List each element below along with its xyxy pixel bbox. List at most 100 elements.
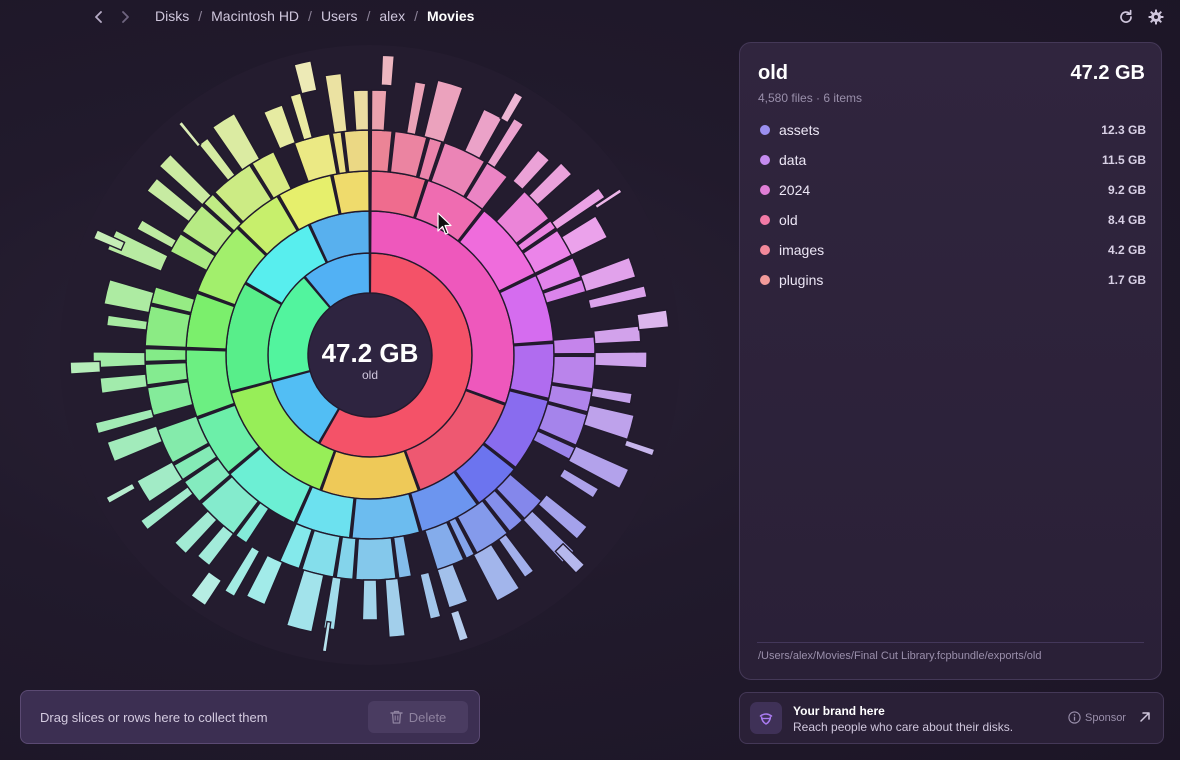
sunburst-slice[interactable]	[173, 509, 218, 555]
breadcrumb-item-disks[interactable]: Disks	[155, 8, 190, 24]
sunburst-slice[interactable]	[105, 314, 149, 331]
sunburst-slice[interactable]	[177, 120, 202, 149]
sunburst-slice[interactable]	[139, 485, 195, 531]
sunburst-slice[interactable]	[94, 408, 155, 435]
sunburst-slice[interactable]	[69, 360, 102, 375]
sunburst-slice[interactable]	[550, 187, 607, 231]
sunburst-slice[interactable]	[181, 204, 234, 255]
breadcrumb-item-movies[interactable]: Movies	[426, 8, 475, 24]
sunburst-slice[interactable]	[156, 415, 210, 464]
sunburst-slice[interactable]	[534, 256, 582, 292]
sunburst-slice[interactable]	[527, 161, 573, 206]
sunburst-slice[interactable]	[497, 533, 535, 579]
breadcrumb-item-macintosh-hd[interactable]: Macintosh HD	[211, 8, 300, 24]
sunburst-slice[interactable]	[547, 384, 593, 413]
sunburst-slice[interactable]	[370, 170, 427, 219]
sunburst-slice[interactable]	[103, 278, 155, 314]
list-item[interactable]: 2024 9.2 GB	[750, 175, 1152, 205]
sunburst-slice[interactable]	[447, 517, 476, 560]
center-disc[interactable]	[308, 293, 432, 417]
arrow-up-right-icon[interactable]	[1138, 710, 1152, 724]
list-item[interactable]: old 8.4 GB	[750, 205, 1152, 235]
sunburst-slice[interactable]	[430, 141, 486, 198]
delete-button[interactable]: Delete	[368, 701, 468, 733]
sunburst-slice[interactable]	[105, 482, 137, 505]
sunburst-slice[interactable]	[200, 475, 260, 535]
sunburst-slice[interactable]	[135, 460, 184, 503]
sunburst-slice[interactable]	[289, 92, 314, 141]
list-item[interactable]: images 4.2 GB	[750, 235, 1152, 265]
sunburst-slice[interactable]	[234, 501, 270, 544]
sunburst-slice[interactable]	[567, 445, 630, 490]
sunburst-slice[interactable]	[106, 424, 164, 463]
collect-dropzone[interactable]: Drag slices or rows here to collect them…	[20, 690, 480, 744]
sunburst-slice[interactable]	[499, 91, 524, 124]
forward-button[interactable]	[115, 7, 135, 27]
sunburst-slice[interactable]	[144, 304, 192, 349]
sunburst-slice[interactable]	[495, 473, 543, 520]
breadcrumb-item-users[interactable]: Users	[320, 8, 358, 24]
sunburst-slice[interactable]	[293, 60, 318, 95]
sunburst-slice[interactable]	[456, 499, 509, 554]
sunburst-slice[interactable]	[593, 187, 623, 210]
sunburst-slice[interactable]	[380, 54, 396, 87]
sunburst-slice[interactable]	[554, 542, 586, 575]
sunburst-slice[interactable]	[551, 355, 596, 390]
sunburst-slice[interactable]	[285, 569, 325, 633]
sunburst-slice[interactable]	[352, 89, 370, 132]
sunburst-slice[interactable]	[322, 576, 342, 631]
sunburst-slice[interactable]	[245, 554, 284, 606]
sunburst-slice[interactable]	[594, 351, 648, 369]
sunburst-slice[interactable]	[262, 104, 297, 150]
sunburst-slice[interactable]	[324, 72, 348, 134]
sunburst-slice[interactable]	[558, 467, 600, 499]
sunburst-slice[interactable]	[537, 493, 589, 541]
sunburst-slice[interactable]	[423, 79, 464, 144]
sunburst-chart[interactable]	[0, 30, 740, 680]
sunburst-slice[interactable]	[389, 130, 428, 178]
sunburst-slice[interactable]	[384, 577, 407, 639]
sunburst-slice[interactable]	[636, 309, 670, 331]
sunburst-slice[interactable]	[449, 609, 470, 643]
sunburst-slice[interactable]	[211, 112, 261, 171]
sunburst-slice[interactable]	[419, 571, 442, 621]
sunburst-slice[interactable]	[92, 228, 126, 252]
sunburst-slice[interactable]	[196, 524, 235, 567]
sponsor-banner[interactable]: Your brand here Reach people who care ab…	[739, 692, 1164, 744]
list-item[interactable]: data 11.5 GB	[750, 145, 1152, 175]
sunburst-slice[interactable]	[183, 457, 232, 503]
sunburst-slice[interactable]	[552, 336, 596, 355]
sunburst-slice[interactable]	[361, 579, 379, 621]
sunburst-slice[interactable]	[405, 80, 427, 136]
sunburst-slice[interactable]	[592, 325, 642, 345]
sunburst-slice[interactable]	[213, 163, 273, 223]
sunburst-slice[interactable]	[144, 347, 187, 363]
sunburst-slice[interactable]	[370, 89, 388, 132]
sunburst-slice[interactable]	[223, 545, 261, 598]
sunburst-slice[interactable]	[335, 536, 357, 581]
sunburst-slice[interactable]	[228, 447, 312, 524]
sunburst-slice[interactable]	[278, 522, 313, 570]
sunburst-slice[interactable]	[321, 620, 332, 653]
sunburst-slice[interactable]	[509, 342, 555, 400]
sunburst-slice[interactable]	[483, 489, 524, 533]
sunburst-slice[interactable]	[370, 129, 393, 173]
sunburst-slice[interactable]	[423, 521, 465, 571]
refresh-icon[interactable]	[1117, 8, 1135, 26]
sponsor-badge[interactable]: Sponsor	[1068, 711, 1126, 724]
sunburst-slice[interactable]	[463, 108, 503, 160]
sunburst-slice[interactable]	[582, 404, 636, 441]
breadcrumb-item-alex[interactable]: alex	[379, 8, 406, 24]
sunburst-slice[interactable]	[278, 174, 341, 231]
gear-icon[interactable]	[1147, 8, 1165, 26]
sunburst-slice[interactable]	[354, 536, 397, 581]
sunburst-slice[interactable]	[560, 214, 609, 257]
sunburst-slice[interactable]	[158, 153, 213, 206]
sunburst-slice[interactable]	[99, 373, 149, 395]
sunburst-slice[interactable]	[351, 492, 421, 540]
sunburst-slice[interactable]	[392, 535, 413, 579]
sunburst-slice[interactable]	[590, 386, 633, 405]
sunburst-slice[interactable]	[472, 543, 521, 602]
sunburst-slice[interactable]	[146, 380, 194, 417]
sunburst-slice[interactable]	[579, 256, 637, 293]
